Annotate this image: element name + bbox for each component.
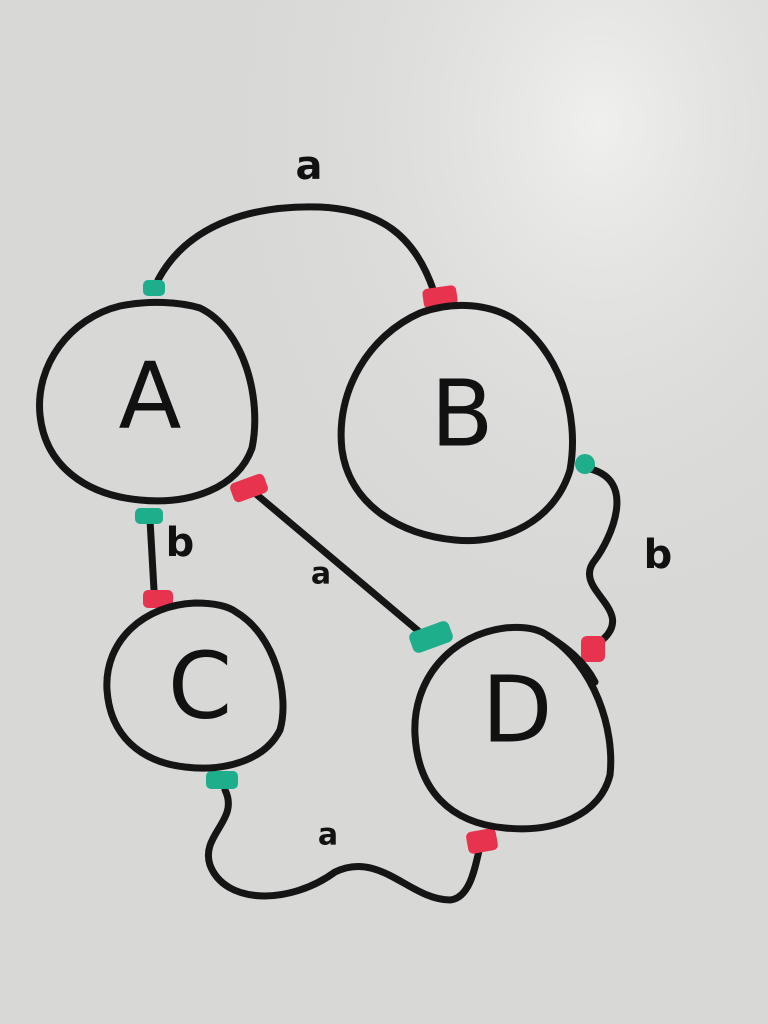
node-label: C (168, 632, 232, 739)
edge-line (582, 464, 621, 646)
node-d: D (411, 623, 615, 833)
node-circle-retrace (544, 632, 599, 686)
source-marker (575, 454, 595, 474)
edge-label: a (318, 818, 338, 853)
node-circle (411, 623, 615, 833)
edge-label: b (644, 532, 673, 578)
node-circle (337, 301, 576, 545)
edge-line (146, 516, 158, 594)
node-c: C (103, 599, 287, 772)
node-label: D (482, 656, 553, 763)
source-marker (135, 508, 163, 524)
source-marker (143, 280, 165, 296)
node-a: A (36, 298, 259, 505)
node-b: B (337, 301, 576, 545)
source-marker (206, 771, 238, 789)
node-label: B (430, 360, 493, 467)
node-label: A (119, 342, 182, 449)
edge-label: b (166, 520, 195, 566)
target-marker (581, 636, 605, 662)
node-circle (36, 298, 259, 505)
target-marker (409, 621, 453, 653)
edge-c-to-d: a (204, 771, 498, 904)
edge-b-to-d: b (575, 454, 672, 662)
edge-label: a (296, 143, 323, 189)
target-marker (143, 590, 173, 608)
target-marker (466, 828, 498, 854)
node-circle (103, 599, 287, 772)
edge-line (204, 786, 484, 904)
edge-line (252, 490, 426, 638)
edge-label: a (311, 557, 331, 592)
edge-a-to-c: b (135, 508, 194, 608)
source-marker (230, 473, 268, 503)
edge-a-to-d: a (230, 473, 453, 653)
edge-line (154, 203, 438, 296)
